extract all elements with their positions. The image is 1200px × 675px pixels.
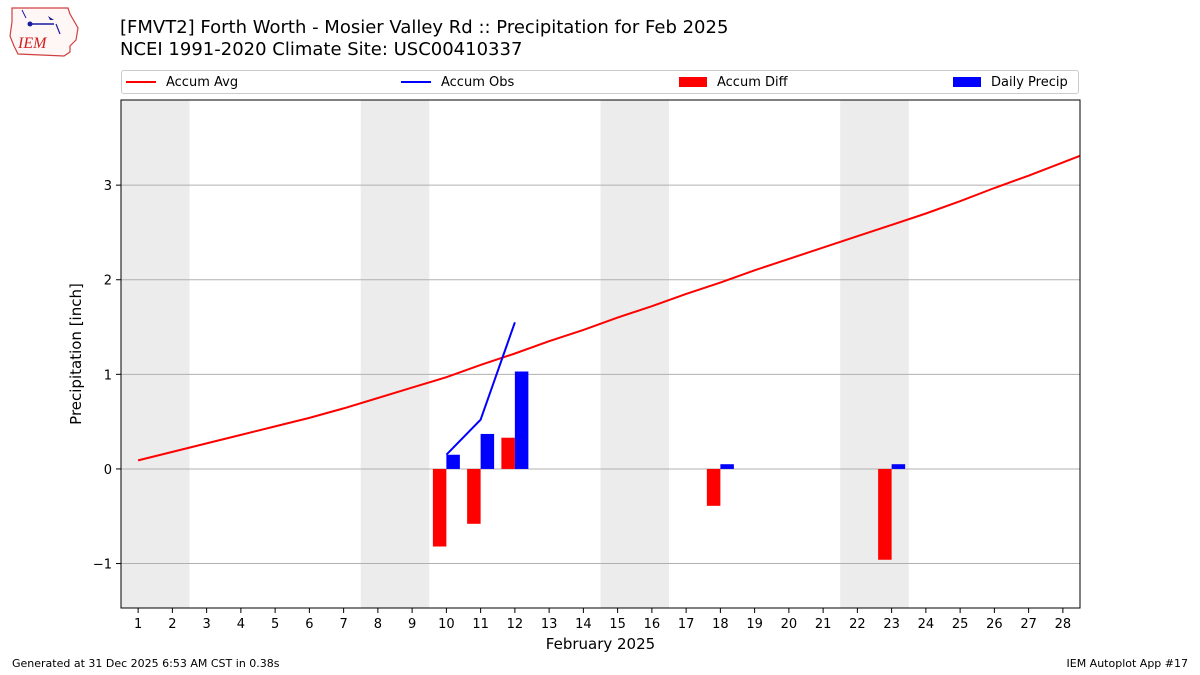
accum-avg-line [137,154,1081,462]
x-tick-label: 3 [202,617,210,632]
daily-precip-bar [480,433,495,469]
accum-diff-bar [432,468,447,547]
weekend-band [840,100,909,608]
y-tick-label: 3 [104,179,112,194]
x-tick-label: 9 [408,617,416,632]
daily-precip-bar [720,464,734,469]
x-tick-label: 24 [918,617,935,632]
x-tick-label: 28 [1055,617,1072,632]
x-tick-label: 18 [712,617,729,632]
iem-logo-text: IEM [17,35,48,52]
plot-frame [120,99,1081,609]
legend-swatch-daily-precip [953,77,981,87]
legend-item-accum-obs: Accum Obs [401,71,514,93]
y-tick-label: 2 [104,274,112,289]
x-tick-label: 19 [746,617,763,632]
daily-precip-bar [891,464,906,469]
title-line-1: [FMVT2] Forth Worth - Mosier Valley Rd :… [120,17,729,38]
x-tick-label: 23 [883,617,900,632]
x-tick-label: 27 [1020,617,1037,632]
legend-swatch-accum-diff [679,77,707,87]
iem-logo: IEM [8,6,80,58]
x-tick-label: 22 [849,617,866,632]
x-tick-label: 17 [678,617,695,632]
y-tick-label: −1 [93,558,112,573]
x-tick-label: 21 [815,617,832,632]
x-tick-label: 8 [374,617,382,632]
x-tick-label: 10 [438,617,455,632]
footer-app: IEM Autoplot App #17 [1066,657,1189,670]
y-tick-label: 0 [104,463,112,478]
x-tick-label: 15 [609,617,626,632]
title-line-2: NCEI 1991-2020 Climate Site: USC00410337 [120,39,523,60]
x-tick-label: 13 [541,617,558,632]
legend-item-daily-precip: Daily Precip [953,71,1068,93]
x-tick-label: 26 [986,617,1003,632]
accum-diff-bar [706,468,721,506]
x-tick-label: 2 [168,617,176,632]
legend-label: Daily Precip [991,74,1068,90]
accum-obs-line [445,321,516,456]
x-tick-label: 20 [781,617,798,632]
accum-diff-bar [501,437,515,469]
x-tick-label: 14 [575,617,592,632]
legend-label: Accum Avg [166,74,239,90]
legend-item-accum-avg: Accum Avg [126,71,238,93]
y-axis-label: Precipitation [inch] [67,283,85,425]
x-tick-label: 4 [237,617,245,632]
x-tick-label: 25 [952,617,969,632]
x-tick-label: 11 [472,617,489,632]
accum-diff-bar [878,468,892,560]
chart-title: [FMVT2] Forth Worth - Mosier Valley Rd :… [120,17,728,61]
legend-swatch-accum-avg [126,81,156,83]
x-tick-label: 6 [305,617,313,632]
daily-precip-bar [446,454,460,469]
x-tick-label: 12 [507,617,524,632]
footer-generated: Generated at 31 Dec 2025 6:53 AM CST in … [12,657,280,670]
legend-item-accum-diff: Accum Diff [679,71,788,93]
x-axis-label: February 2025 [546,635,655,653]
legend: Accum Avg Accum Obs Accum Diff Daily Pre… [121,70,1079,94]
legend-label: Accum Diff [717,74,788,90]
x-tick-label: 5 [271,617,279,632]
weekend-band [121,100,190,608]
y-tick-label: 1 [104,368,112,383]
legend-swatch-accum-obs [401,81,431,83]
x-tick-label: 16 [644,617,661,632]
accum-diff-bar [467,468,481,524]
weekend-band [360,100,430,608]
x-tick-label: 7 [339,617,347,632]
legend-label: Accum Obs [441,74,515,90]
daily-precip-bar [514,371,529,469]
x-tick-label: 1 [134,617,142,632]
weekend-band [600,100,669,608]
